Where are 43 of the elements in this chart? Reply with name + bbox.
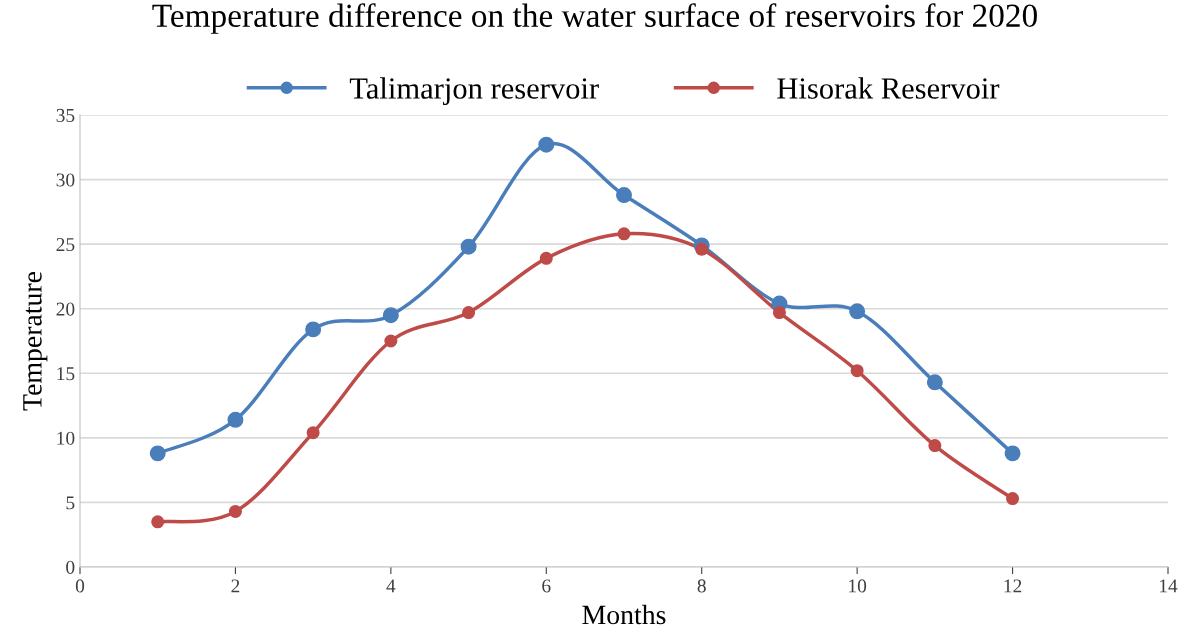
point — [1004, 445, 1021, 462]
y-tick-label: 20 — [56, 302, 75, 316]
point — [382, 307, 399, 324]
point — [617, 227, 631, 241]
legend-label: Talimarjon reservoir — [349, 77, 599, 106]
point — [460, 238, 477, 255]
y-tick-label: 5 — [66, 496, 75, 510]
x-axis-title: Months — [582, 604, 666, 625]
x-tick-label: 0 — [75, 579, 85, 593]
y-tick-label: 25 — [56, 238, 75, 252]
point — [228, 504, 242, 518]
y-tick-label: 0 — [66, 560, 75, 574]
point — [850, 364, 864, 378]
x-tick-label: 4 — [386, 579, 396, 593]
point — [384, 334, 398, 348]
y-tick-label: 35 — [56, 108, 75, 122]
point — [305, 321, 322, 338]
y-tick-label: 30 — [56, 173, 75, 187]
x-tick-label: 8 — [697, 579, 706, 593]
y-tick-label: 15 — [57, 367, 75, 381]
chart-title: Temperature difference on the water surface of reservoirs for 2020 — [152, 3, 1037, 34]
x-tick-label: 14 — [1159, 579, 1178, 593]
point — [616, 187, 632, 204]
point — [926, 374, 943, 391]
point — [151, 515, 165, 529]
legend-label: Hisorak Reservoir — [777, 77, 1000, 99]
y-tick-label: 10 — [57, 431, 75, 445]
point — [539, 251, 553, 265]
point — [538, 136, 555, 153]
x-tick-label: 6 — [542, 579, 551, 593]
point — [227, 411, 244, 428]
x-tick-label: 2 — [231, 579, 240, 593]
point — [306, 426, 320, 440]
point — [695, 242, 709, 256]
point — [1006, 492, 1020, 506]
point — [772, 306, 786, 320]
x-tick-label: 12 — [1004, 579, 1022, 593]
x-tick-label: 10 — [849, 579, 867, 593]
point — [849, 303, 866, 320]
point — [149, 445, 166, 462]
y-axis-title: Temperature — [23, 271, 48, 411]
point — [928, 439, 942, 453]
point — [462, 306, 476, 320]
